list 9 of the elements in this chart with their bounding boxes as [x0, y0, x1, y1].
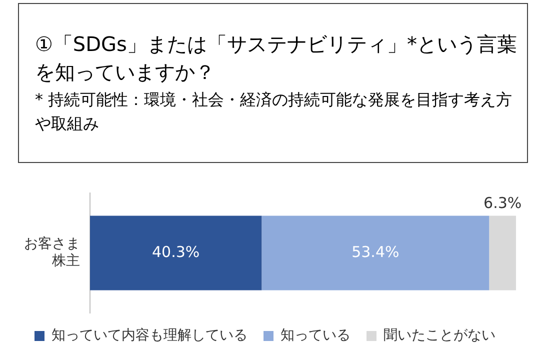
data-label: 53.4%	[352, 242, 400, 261]
y-tick-label: お客さま株主	[24, 236, 80, 270]
legend-label: 聞いたことがない	[384, 328, 496, 344]
legend-label: 知っている	[280, 328, 350, 344]
chart-title: ①「SDGs」または「サステナビリティ」*という言葉を知っていますか？	[35, 31, 517, 86]
data-label: 6.3%	[484, 194, 522, 212]
chart-subtitle: * 持続可能性：環境・社会・経済の持続可能な発展を目指す考え方や取組み	[35, 89, 514, 135]
legend-label: 知っていて内容も理解している	[52, 328, 248, 344]
data-label: 40.3%	[152, 242, 200, 261]
